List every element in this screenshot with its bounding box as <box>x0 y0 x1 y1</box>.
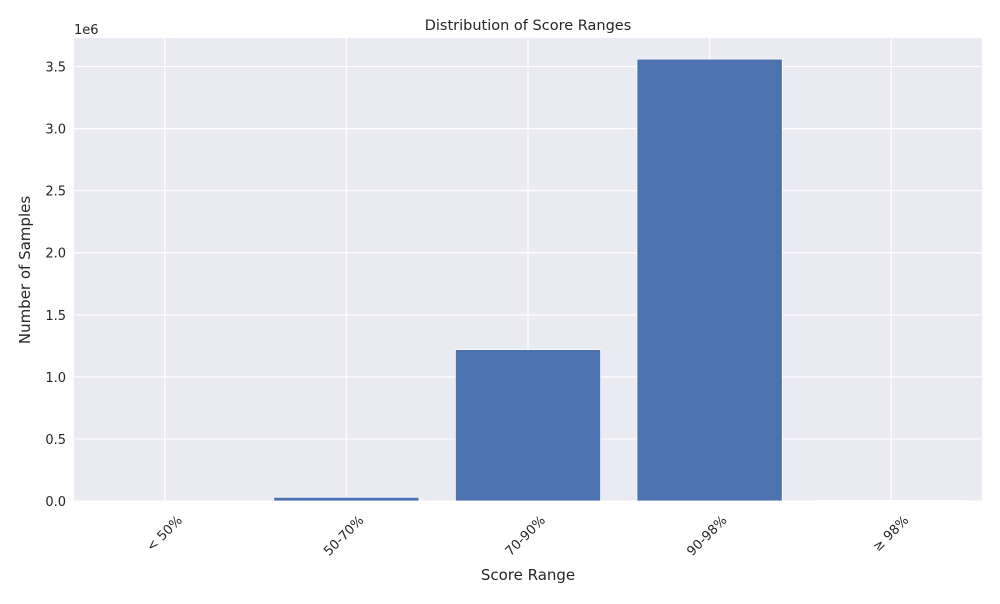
x-tick-label: 90-98% <box>684 513 730 559</box>
y-tick-labels: 0.0 0.5 1.0 1.5 2.0 2.5 3.0 3.5 <box>45 61 66 510</box>
chart-title: Distribution of Score Ranges <box>425 18 632 34</box>
y-tick-label: 3.0 <box>45 123 66 138</box>
y-scale-label: 1e6 <box>74 23 99 38</box>
x-axis-label: Score Range <box>481 566 575 584</box>
y-tick-label: 1.5 <box>45 309 66 324</box>
bar-1 <box>274 497 419 501</box>
y-tick-label: 0.5 <box>45 433 66 448</box>
y-tick-label: 3.5 <box>45 61 66 76</box>
bar-3 <box>637 59 782 501</box>
y-tick-label: 0.0 <box>45 495 66 510</box>
x-tick-label: < 50% <box>144 513 186 555</box>
x-tick-label: ≥ 98% <box>870 513 912 555</box>
y-tick-label: 2.5 <box>45 185 66 200</box>
y-tick-label: 1.0 <box>45 371 66 386</box>
x-tick-labels: < 50% 50-70% 70-90% 90-98% ≥ 98% <box>144 513 912 559</box>
y-tick-label: 2.0 <box>45 247 66 262</box>
y-axis-label: Number of Samples <box>16 196 34 344</box>
x-tick-label: 70-90% <box>503 513 549 559</box>
bar-2 <box>455 350 600 501</box>
x-tick-label: 50-70% <box>321 513 367 559</box>
